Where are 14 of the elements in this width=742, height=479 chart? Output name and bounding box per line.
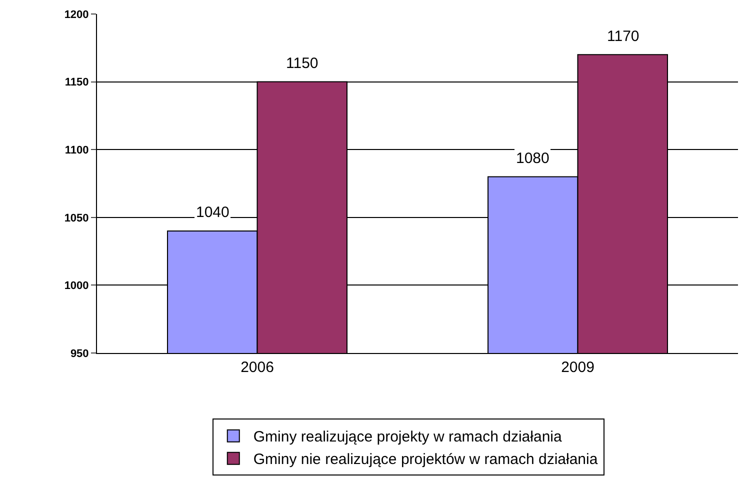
data-label: 1040 [196,204,230,221]
legend-label: Gminy nie realizujące projektów w ramach działania [253,451,598,468]
data-label: 1080 [516,150,550,167]
legend-label: Gminy realizujące projekty w ramach działania [253,428,562,446]
y-tick-label: 1200 [64,8,89,21]
data-label: 1150 [286,55,318,72]
y-tick-label: 1100 [64,144,89,156]
y-tick-label: 1000 [64,280,89,292]
y-tick-label: 950 [70,348,89,360]
data-label: 1170 [607,28,640,45]
y-tick-label: 1050 [64,212,89,224]
y-tick-label: 1150 [64,76,89,89]
x-tick-label: 2009 [561,359,594,376]
x-tick-label: 2006 [240,359,274,376]
